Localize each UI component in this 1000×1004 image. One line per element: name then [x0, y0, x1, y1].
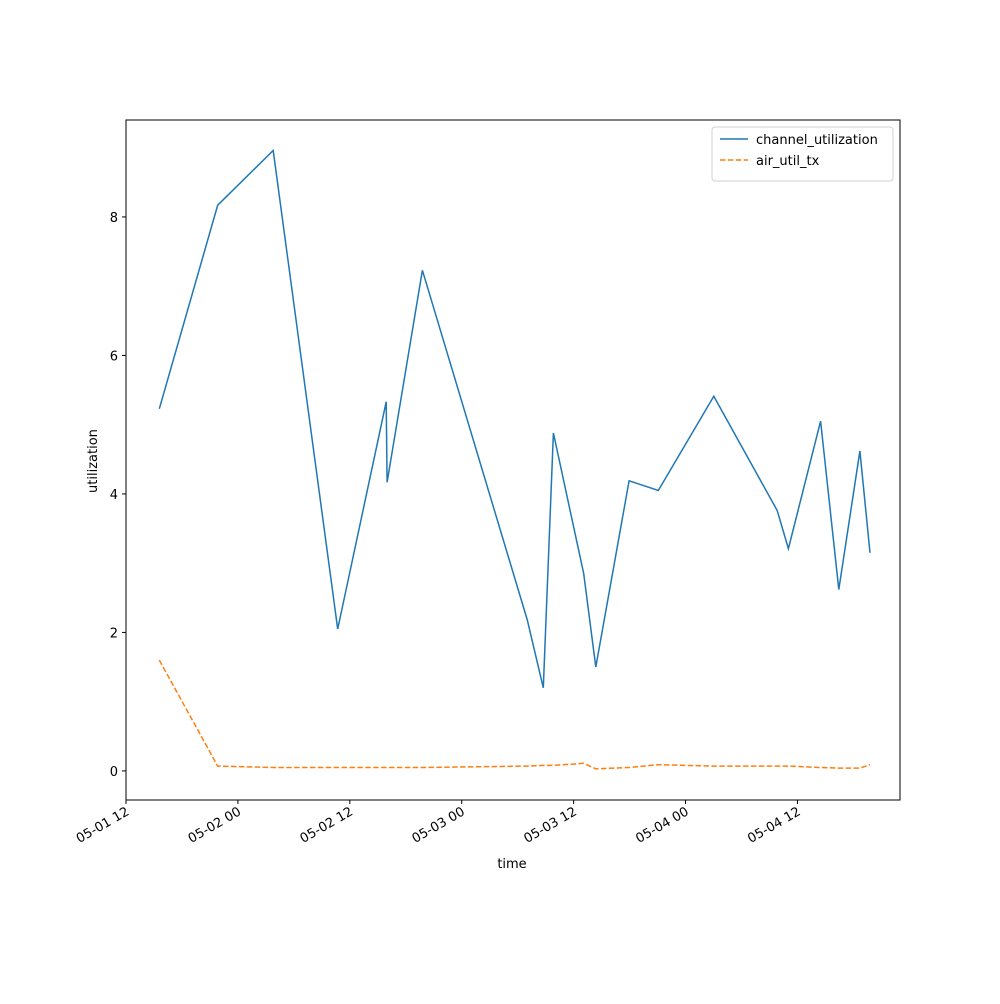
x-tick-label: 05-02 00 — [186, 804, 244, 846]
plot-frame — [125, 119, 901, 801]
x-tick-label: 05-01 12 — [74, 804, 132, 846]
series-line — [158, 659, 871, 770]
legend-label: channel_utilization — [756, 133, 878, 148]
x-tick-label: 05-04 00 — [633, 804, 691, 846]
x-axis-label: time — [497, 857, 526, 872]
legend-label: air_util_tx — [756, 154, 820, 169]
y-tick-label: 8 — [110, 211, 118, 226]
x-tick-label: 05-02 12 — [298, 804, 356, 846]
y-tick-label: 4 — [110, 488, 118, 503]
series-line — [158, 148, 871, 688]
legend-box — [711, 126, 894, 182]
x-tick-label: 05-03 12 — [521, 804, 579, 846]
y-tick-label: 0 — [110, 765, 118, 780]
x-tick-label: 05-04 12 — [745, 804, 803, 846]
x-tick-label: 05-03 00 — [410, 804, 468, 846]
y-axis-label: utilization — [86, 429, 101, 493]
y-tick-label: 6 — [110, 349, 118, 364]
y-tick-label: 2 — [110, 626, 118, 641]
